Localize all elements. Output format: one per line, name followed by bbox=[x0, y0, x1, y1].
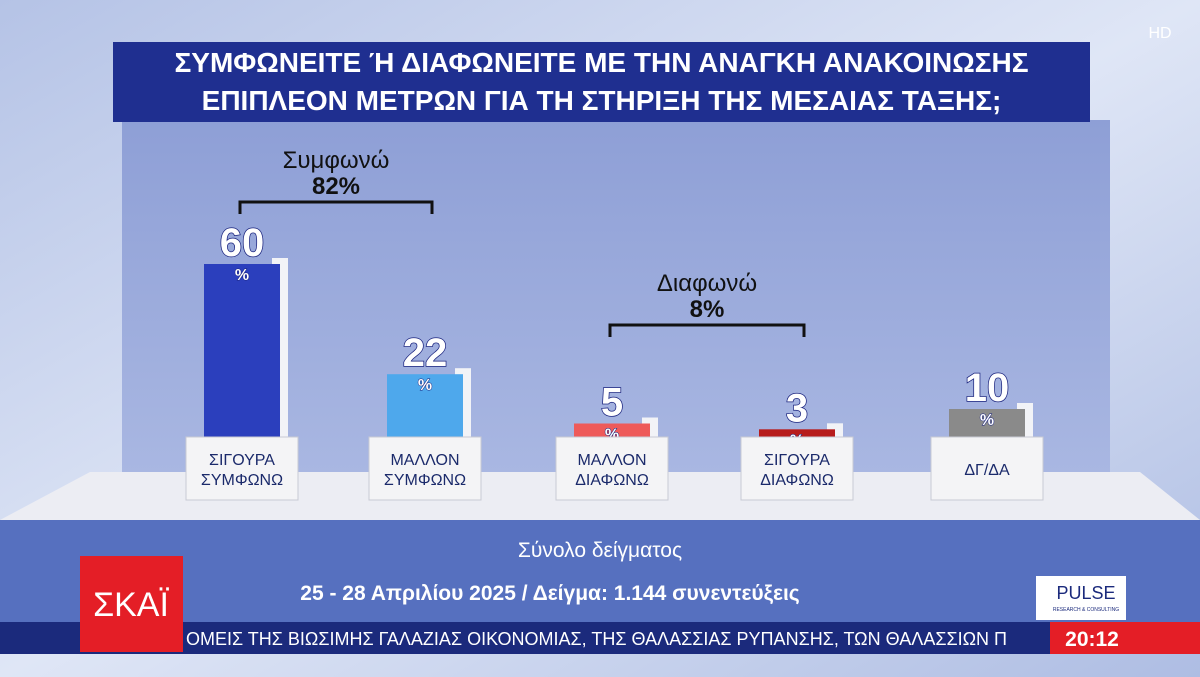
category-label: ΔΓ/ΔΑ bbox=[964, 462, 1010, 479]
title-box bbox=[113, 42, 1090, 122]
bar bbox=[204, 264, 280, 438]
clock: 20:12 bbox=[1065, 628, 1119, 651]
pollster-name: PULSE bbox=[1056, 583, 1115, 603]
category-box bbox=[555, 436, 669, 501]
channel-name: ΣΚΑΪ bbox=[93, 586, 169, 624]
pollster-tagline: RESEARCH & CONSULTING bbox=[1053, 607, 1119, 613]
group-name: Συμφωνώ bbox=[283, 147, 390, 174]
value-unit: % bbox=[418, 377, 432, 394]
value-unit: % bbox=[235, 267, 249, 284]
category-box bbox=[185, 436, 299, 501]
value-unit: % bbox=[980, 412, 994, 429]
value-label: 3 bbox=[786, 386, 808, 430]
category-label: ΣΙΓΟΥΡΑ ΣΥΜΦΩΝΩ bbox=[200, 452, 284, 489]
bar bbox=[949, 409, 1025, 438]
ticker-band bbox=[0, 622, 1200, 654]
group-value-label: 8% bbox=[690, 296, 725, 323]
chart-title: ΣΥΜΦΩΝΕΙΤΕ Ή ΔΙΑΦΩΝΕΙΤΕ ΜΕ ΤΗΝ ΑΝΑΓΚΗ ΑΝ… bbox=[174, 47, 1029, 78]
clock-box bbox=[1050, 622, 1200, 654]
value-label: 10 bbox=[965, 366, 1010, 410]
pollster-logo bbox=[1036, 576, 1126, 620]
survey-info: 25 - 28 Απριλίου 2025 / Δείγμα: 1.144 συ… bbox=[300, 582, 800, 605]
ticker-text: ΟΜΕΙΣ ΤΗΣ ΒΙΩΣΙΜΗΣ ΓΑΛΑΖΙΑΣ ΟΙΚΟΝΟΜΙΑΣ, … bbox=[186, 629, 1007, 649]
channel-logo bbox=[80, 556, 183, 652]
value-label: 22 bbox=[403, 331, 448, 375]
category-label: ΜΑΛΛΟΝ ΣΥΜΦΩΝΩ bbox=[383, 452, 467, 489]
chart-title: ΕΠΙΠΛΕΟΝ ΜΕΤΡΩΝ ΓΙΑ ΤΗ ΣΤΗΡΙΞΗ ΤΗΣ ΜΕΣΑΙ… bbox=[201, 85, 1002, 116]
group-bracket bbox=[608, 323, 806, 337]
category-label: ΜΑΛΛΟΝ ΔΙΑΦΩΝΩ bbox=[575, 452, 649, 489]
group-name: Διαφωνώ bbox=[657, 270, 757, 297]
bar bbox=[759, 429, 835, 438]
category-box bbox=[930, 436, 1044, 501]
bar bbox=[387, 374, 463, 438]
footer-band bbox=[0, 520, 1200, 622]
sample-title: Σύνολο δείγματος bbox=[518, 539, 682, 562]
category-box bbox=[368, 436, 482, 501]
bar bbox=[574, 423, 650, 438]
category-box bbox=[740, 436, 854, 501]
group-bracket bbox=[238, 200, 434, 214]
category-label: ΣΙΓΟΥΡΑ ΔΙΑΦΩΝΩ bbox=[760, 452, 834, 489]
value-label: 5 bbox=[601, 381, 623, 425]
group-value-label: 82% bbox=[312, 173, 360, 200]
hd-badge: HD bbox=[1148, 25, 1171, 42]
value-label: 60 bbox=[220, 221, 265, 265]
